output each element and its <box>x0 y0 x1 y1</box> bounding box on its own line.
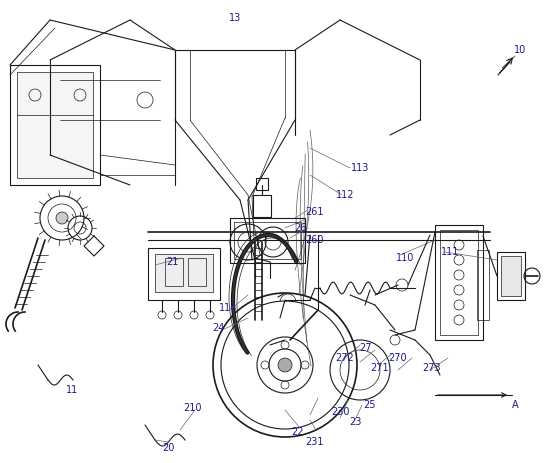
Bar <box>501 256 521 296</box>
Bar <box>165 258 183 286</box>
Bar <box>477 250 489 320</box>
Bar <box>497 252 525 300</box>
Text: 25: 25 <box>364 400 376 410</box>
Text: 114: 114 <box>219 303 237 313</box>
Text: 112: 112 <box>336 190 354 200</box>
Text: 21: 21 <box>166 257 178 267</box>
Bar <box>256 178 268 190</box>
Text: 13: 13 <box>229 13 241 23</box>
Circle shape <box>278 358 292 372</box>
Text: 22: 22 <box>292 427 304 437</box>
Circle shape <box>56 212 68 224</box>
Text: 111: 111 <box>441 247 459 257</box>
Text: 273: 273 <box>423 363 441 373</box>
Bar <box>10 65 100 185</box>
Bar <box>155 254 213 292</box>
Text: 26: 26 <box>294 223 306 233</box>
Text: 110: 110 <box>396 253 414 263</box>
Bar <box>148 248 220 300</box>
Text: 27: 27 <box>359 343 371 353</box>
Bar <box>435 225 483 340</box>
Bar <box>188 258 206 286</box>
Text: 113: 113 <box>351 163 369 173</box>
Text: 10: 10 <box>514 45 526 55</box>
Text: 261: 261 <box>306 207 324 217</box>
Text: 270: 270 <box>389 353 408 363</box>
Text: 210: 210 <box>183 403 201 413</box>
Bar <box>17 72 93 178</box>
Text: 230: 230 <box>331 407 349 417</box>
Bar <box>230 218 305 263</box>
Bar <box>253 195 271 217</box>
Text: 23: 23 <box>349 417 361 427</box>
Text: 231: 231 <box>306 437 324 447</box>
Text: A: A <box>511 400 518 410</box>
Text: 272: 272 <box>335 353 354 363</box>
Text: 271: 271 <box>371 363 389 373</box>
Text: 260: 260 <box>306 235 324 245</box>
Text: 20: 20 <box>162 443 174 453</box>
Text: 11: 11 <box>66 385 78 395</box>
Text: 24: 24 <box>212 323 224 333</box>
Bar <box>234 222 301 259</box>
Bar <box>440 230 478 335</box>
